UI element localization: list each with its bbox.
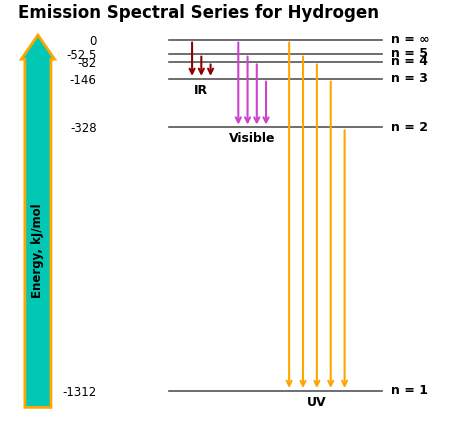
Text: n = ∞: n = ∞ [391,33,429,46]
Text: n = 4: n = 4 [391,55,428,68]
Text: n = 2: n = 2 [391,121,428,134]
Text: n = 5: n = 5 [391,47,428,60]
Text: n = 1: n = 1 [391,384,428,397]
Text: n = 3: n = 3 [391,72,428,85]
Text: Visible: Visible [229,132,275,145]
Text: Energy, kJ/mol: Energy, kJ/mol [31,204,45,298]
Text: UV: UV [307,396,327,409]
Text: IR: IR [194,84,209,96]
Text: Emission Spectral Series for Hydrogen: Emission Spectral Series for Hydrogen [18,4,379,22]
